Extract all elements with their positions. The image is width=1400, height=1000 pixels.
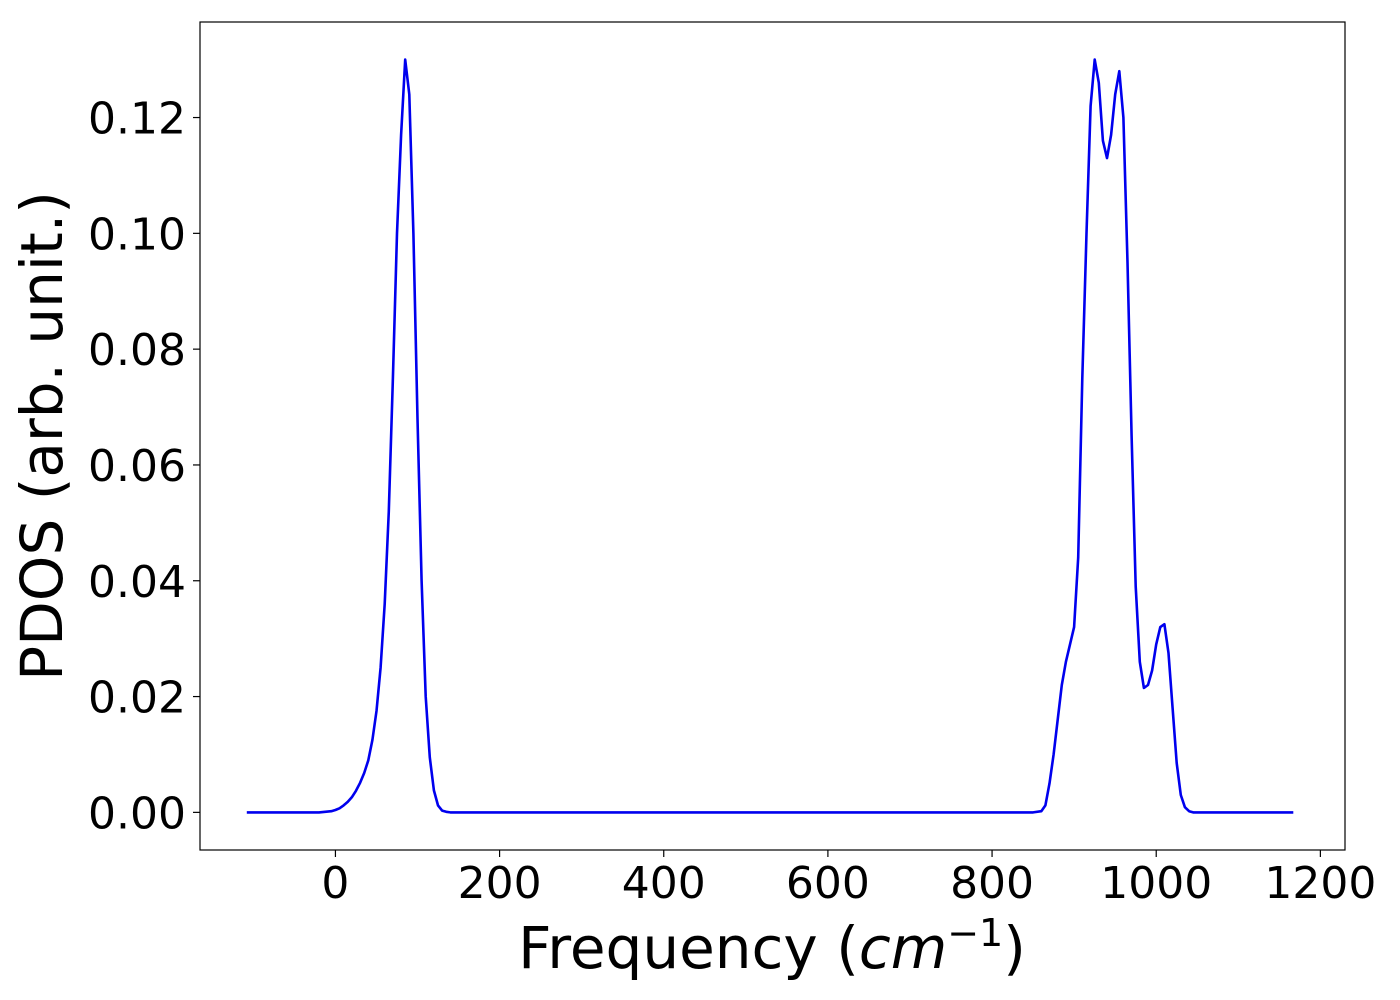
y-tick-label: 0.04 <box>88 557 186 608</box>
x-tick-label: 1200 <box>1264 858 1376 909</box>
x-tick-label: 800 <box>950 858 1034 909</box>
x-tick-label: 400 <box>622 858 706 909</box>
x-tick-label: 0 <box>321 858 349 909</box>
x-tick-label: 200 <box>458 858 542 909</box>
x-axis-ticks: 0 200 400 600 800 1000 1200 <box>321 850 1376 909</box>
y-tick-label: 0.02 <box>88 673 186 724</box>
x-tick-label: 600 <box>786 858 870 909</box>
y-tick-label: 0.00 <box>88 788 186 839</box>
y-tick-label: 0.10 <box>88 209 186 260</box>
y-tick-label: 0.06 <box>88 441 186 492</box>
y-axis-label: PDOS (arb. unit.) <box>8 191 76 681</box>
x-tick-label: 1000 <box>1100 858 1212 909</box>
y-axis-ticks: 0.00 0.02 0.04 0.06 0.08 0.10 0.12 <box>88 94 200 839</box>
y-tick-label: 0.12 <box>88 94 186 145</box>
pdos-line <box>246 58 1294 814</box>
x-axis-label: Frequency (cm−1) <box>518 911 1026 982</box>
y-tick-label: 0.08 <box>88 325 186 376</box>
